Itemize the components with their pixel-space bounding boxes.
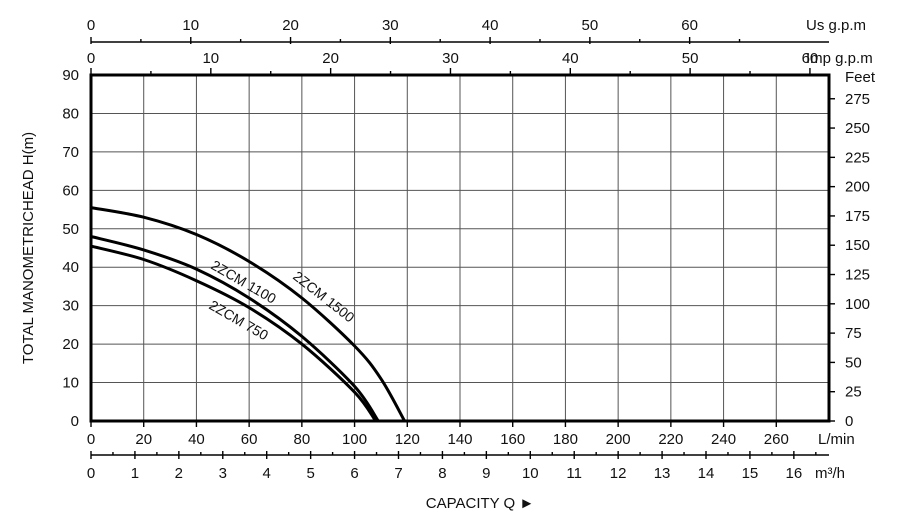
us-gpm-tick-label: 60: [681, 17, 698, 34]
m3h-tick-label: 3: [219, 465, 227, 482]
x-axis-title: CAPACITY Q ►: [426, 495, 534, 512]
imp-gpm-tick-label: 50: [682, 50, 699, 67]
x-tick-label: 180: [553, 431, 578, 448]
us-gpm-tick-label: 30: [382, 17, 399, 34]
y-axis-title: TOTAL MANOMETRICHEAD H(m): [20, 132, 37, 364]
m3h-tick-label: 5: [306, 465, 314, 482]
x-tick-label: 120: [395, 431, 420, 448]
m3h-tick-label: 12: [610, 465, 627, 482]
imp-gpm-tick-label: 60: [802, 50, 819, 67]
y-tick-label: 10: [62, 375, 79, 392]
x-tick-label: 80: [294, 431, 311, 448]
y-tick-label: 90: [62, 67, 79, 84]
feet-tick-label: 50: [845, 354, 862, 371]
top-imp-axis-title: Imp g.p.m: [806, 50, 873, 67]
y-tick-label: 30: [62, 298, 79, 315]
curve-2zcm-750: [90, 244, 377, 422]
curve-2zcm-1100: [90, 235, 380, 422]
x-tick-label: 0: [87, 431, 95, 448]
feet-tick-label: 175: [845, 208, 870, 225]
y-tick-label: 40: [62, 259, 79, 276]
imp-gpm-tick-label: 20: [322, 50, 339, 67]
m3h-tick-label: 4: [263, 465, 271, 482]
x-tick-label: 240: [711, 431, 736, 448]
us-gpm-tick-label: 50: [582, 17, 599, 34]
x-tick-label: 260: [764, 431, 789, 448]
m3h-tick-label: 10: [522, 465, 539, 482]
x-tick-label: 40: [188, 431, 205, 448]
y-tick-label: 20: [62, 336, 79, 353]
feet-tick-label: 225: [845, 149, 870, 166]
feet-tick-label: 0: [845, 413, 853, 430]
m3h-tick-label: 6: [350, 465, 358, 482]
m3h-axis-title: m³/h: [815, 465, 845, 482]
us-gpm-tick-label: 10: [182, 17, 199, 34]
m3h-tick-label: 13: [654, 465, 671, 482]
m3h-tick-label: 2: [175, 465, 183, 482]
us-gpm-tick-label: 40: [482, 17, 499, 34]
m3h-tick-label: 16: [786, 465, 803, 482]
imp-gpm-tick-label: 30: [442, 50, 459, 67]
m3h-tick-label: 7: [394, 465, 402, 482]
feet-tick-label: 200: [845, 179, 870, 196]
feet-tick-label: 275: [845, 91, 870, 108]
m3h-tick-label: 8: [438, 465, 446, 482]
m3h-tick-label: 15: [742, 465, 759, 482]
imp-gpm-tick-label: 0: [87, 50, 95, 67]
m3h-tick-label: 11: [566, 465, 582, 482]
right-axis-title: Feet: [845, 69, 876, 86]
us-gpm-tick-label: 20: [282, 17, 299, 34]
x-tick-label: 160: [500, 431, 525, 448]
x-axis-unit: L/min: [818, 431, 855, 448]
y-tick-label: 80: [62, 105, 79, 122]
feet-tick-label: 75: [845, 325, 862, 342]
feet-tick-label: 100: [845, 296, 870, 313]
x-tick-label: 20: [135, 431, 152, 448]
feet-tick-label: 250: [845, 120, 870, 137]
y-tick-label: 60: [62, 182, 79, 199]
y-tick-label: 0: [71, 413, 79, 430]
feet-tick-label: 25: [845, 384, 862, 401]
m3h-tick-label: 14: [698, 465, 715, 482]
m3h-tick-label: 9: [482, 465, 490, 482]
series-label-2zcm-750: 2ZCM 750: [207, 297, 272, 344]
curve-2zcm-1500: [90, 206, 406, 422]
grid: [91, 75, 829, 421]
imp-gpm-tick-label: 40: [562, 50, 579, 67]
us-gpm-tick-label: 0: [87, 17, 95, 34]
x-tick-label: 100: [342, 431, 367, 448]
y-tick-label: 70: [62, 144, 79, 161]
x-tick-label: 200: [606, 431, 631, 448]
feet-tick-label: 125: [845, 267, 870, 284]
feet-tick-label: 150: [845, 237, 870, 254]
m3h-tick-label: 1: [131, 465, 139, 482]
x-tick-label: 220: [658, 431, 683, 448]
m3h-tick-label: 0: [87, 465, 95, 482]
x-tick-label: 60: [241, 431, 258, 448]
imp-gpm-tick-label: 10: [202, 50, 219, 67]
y-tick-label: 50: [62, 221, 79, 238]
x-tick-label: 140: [447, 431, 472, 448]
top-us-axis-title: Us g.p.m: [806, 17, 866, 34]
